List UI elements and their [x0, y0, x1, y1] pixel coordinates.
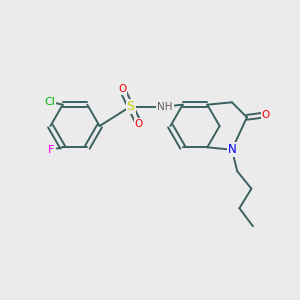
- Text: F: F: [48, 145, 55, 155]
- Text: N: N: [227, 143, 236, 156]
- Text: Cl: Cl: [45, 97, 56, 107]
- Text: NH: NH: [157, 101, 173, 112]
- Text: S: S: [127, 100, 134, 113]
- Text: O: O: [261, 110, 270, 120]
- Text: O: O: [118, 84, 126, 94]
- Text: O: O: [135, 119, 143, 129]
